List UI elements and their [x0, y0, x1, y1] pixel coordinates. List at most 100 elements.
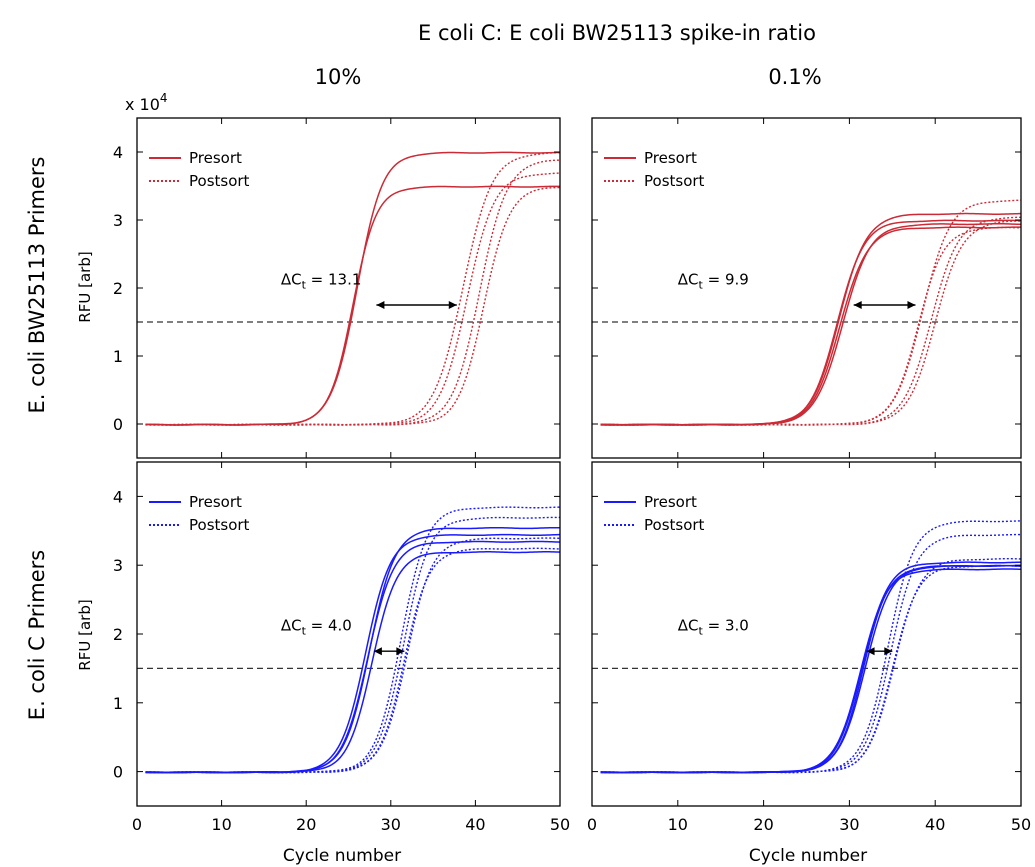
- postsort-curve: [600, 216, 1021, 426]
- presort-curve: [600, 212, 1021, 426]
- presort-curve: [600, 219, 1021, 426]
- y-tick-label: 4: [113, 487, 123, 506]
- postsort-curve: [600, 199, 1021, 426]
- x-tick-label: 20: [296, 815, 316, 834]
- delta-ct-prefix: ΔC: [281, 617, 302, 635]
- delta-ct-arrowhead-right: [884, 647, 893, 656]
- presort-curve: [600, 226, 1021, 426]
- legend-label-postsort: Postsort: [189, 172, 250, 190]
- x-axis-label-left: Cycle number: [283, 846, 401, 866]
- delta-ct-value: = 9.9: [703, 271, 749, 289]
- x-tick-label: 20: [753, 815, 773, 834]
- y-tick-label: 0: [113, 415, 123, 434]
- presort-curve: [600, 568, 1021, 774]
- delta-ct-arrowhead-left: [866, 647, 875, 656]
- presort-curve: [145, 540, 560, 774]
- legend-label-presort: Presort: [644, 149, 697, 167]
- delta-ct-arrowhead-left: [376, 301, 385, 309]
- legend-label-presort: Presort: [189, 493, 242, 511]
- delta-ct-prefix: ΔC: [678, 617, 699, 635]
- delta-ct-subscript: t: [302, 279, 307, 292]
- legend-label-presort: Presort: [189, 149, 242, 167]
- legend-label-postsort: Postsort: [644, 516, 705, 534]
- y-tick-label: 2: [113, 625, 123, 644]
- x-tick-label: 40: [465, 815, 485, 834]
- x-tick-label: 10: [211, 815, 231, 834]
- delta-ct-arrowhead-left: [373, 647, 382, 656]
- delta-ct-label: ΔCt = 3.0: [678, 617, 749, 638]
- postsort-curve: [600, 558, 1021, 774]
- presort-curve: [145, 533, 560, 774]
- x-tick-label: 0: [587, 815, 597, 834]
- y-multiplier: x 104: [125, 91, 168, 114]
- postsort-curve: [145, 547, 560, 774]
- delta-ct-prefix: ΔC: [678, 271, 699, 289]
- y-tick-label: 4: [113, 143, 123, 162]
- delta-ct-label: ΔCt = 13.1: [281, 271, 362, 292]
- delta-ct-arrowhead-right: [396, 647, 405, 656]
- postsort-curve: [600, 520, 1021, 774]
- x-tick-label: 40: [925, 815, 945, 834]
- y-tick-label: 0: [113, 763, 123, 782]
- x-tick-label: 30: [381, 815, 401, 834]
- delta-ct-arrowhead-right: [907, 301, 916, 309]
- panel-frame: [591, 461, 1022, 807]
- presort-curve: [600, 222, 1021, 426]
- delta-ct-value: = 13.1: [306, 271, 362, 289]
- postsort-curve: [145, 151, 560, 426]
- postsort-curve: [600, 533, 1021, 774]
- y-axis-label-bottom: RFU [arb]: [76, 599, 94, 670]
- legend-label-postsort: Postsort: [189, 516, 250, 534]
- y-tick-label: 1: [113, 694, 123, 713]
- figure-title: E coli C: E coli BW25113 spike-in ratio: [418, 21, 816, 45]
- y-tick-label: 3: [113, 211, 123, 230]
- presort-curve: [600, 564, 1021, 774]
- delta-ct-label: ΔCt = 4.0: [281, 617, 352, 638]
- presort-curve: [145, 185, 560, 426]
- row-label-bw25113: E. coli BW25113 Primers: [25, 157, 49, 414]
- panel-1: Presort Postsort ΔCt = 9.9: [591, 117, 1022, 459]
- y-multiplier-base: x 10: [125, 95, 160, 114]
- x-axis-label-right: Cycle number: [749, 846, 867, 866]
- column-label-0-1pct: 0.1%: [768, 65, 821, 89]
- x-tick-label: 50: [1011, 815, 1031, 834]
- legend-label-postsort: Postsort: [644, 172, 705, 190]
- delta-ct-arrowhead-left: [853, 301, 862, 309]
- delta-ct-label: ΔCt = 9.9: [678, 271, 749, 292]
- y-tick-label: 2: [113, 279, 123, 298]
- y-tick-label: 1: [113, 347, 123, 366]
- column-label-10pct: 10%: [315, 65, 362, 89]
- y-multiplier-exponent: 4: [160, 91, 168, 105]
- delta-ct-value: = 4.0: [306, 617, 352, 635]
- postsort-curve: [145, 537, 560, 774]
- postsort-curve: [145, 159, 560, 426]
- postsort-curve: [145, 186, 560, 426]
- panel-2: 0 10 20 30 40 50 0 1 2 3 4 Presort Postsort ΔCt = 4.0: [113, 461, 570, 834]
- y-axis-label-top: RFU [arb]: [76, 251, 94, 322]
- x-tick-label: 10: [668, 815, 688, 834]
- delta-ct-subscript: t: [699, 625, 704, 638]
- delta-ct-value: = 3.0: [703, 617, 749, 635]
- delta-ct-subscript: t: [302, 625, 307, 638]
- postsort-curve: [145, 172, 560, 426]
- x-tick-label: 50: [550, 815, 570, 834]
- delta-ct-prefix: ΔC: [281, 271, 302, 289]
- y-tick-label: 3: [113, 556, 123, 575]
- delta-ct-subscript: t: [699, 279, 704, 292]
- postsort-curve: [600, 220, 1021, 426]
- presort-curve: [145, 551, 560, 774]
- delta-ct-arrowhead-right: [448, 301, 457, 309]
- legend-label-presort: Presort: [644, 493, 697, 511]
- row-label-c: E. coli C Primers: [25, 550, 49, 720]
- postsort-curve: [600, 226, 1021, 426]
- x-tick-label: 30: [839, 815, 859, 834]
- x-tick-label: 0: [132, 815, 142, 834]
- postsort-curve: [600, 564, 1021, 774]
- presort-curve: [145, 151, 560, 426]
- panel-3: 0 10 20 30 40 50 Presort Postsort ΔCt = 3.0: [587, 461, 1031, 834]
- panel-0: 0 1 2 3 4 Presort Postsort ΔCt = 13.1: [113, 117, 561, 459]
- presort-curve: [600, 564, 1021, 774]
- presort-curve: [600, 561, 1021, 774]
